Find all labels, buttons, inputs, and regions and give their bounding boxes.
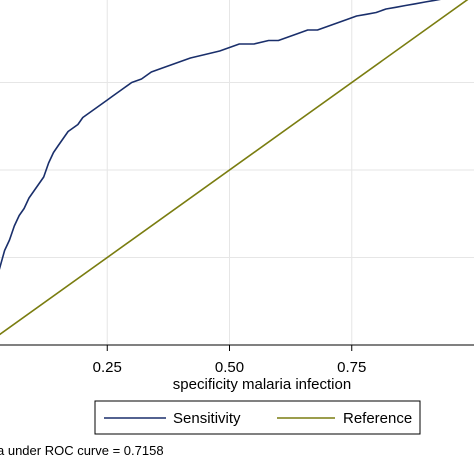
gridlines <box>0 0 474 345</box>
auc-note: a under ROC curve = 0.7158 <box>0 443 164 458</box>
series-line-reference <box>0 0 469 336</box>
x-tick-label-2: 0.75 <box>337 359 366 376</box>
series-layer <box>0 0 469 336</box>
legend: Sensitivity Reference <box>94 400 421 435</box>
series-line-sensitivity <box>0 0 441 270</box>
x-axis-ticks: 0.25 0.50 0.75 <box>93 345 366 376</box>
x-tick-label-1: 0.50 <box>215 359 244 376</box>
x-tick-label-0: 0.25 <box>93 359 122 376</box>
x-axis-title: specificity malaria infection <box>173 376 351 393</box>
legend-label-reference: Reference <box>343 410 412 427</box>
legend-label-sensitivity: Sensitivity <box>173 410 241 427</box>
